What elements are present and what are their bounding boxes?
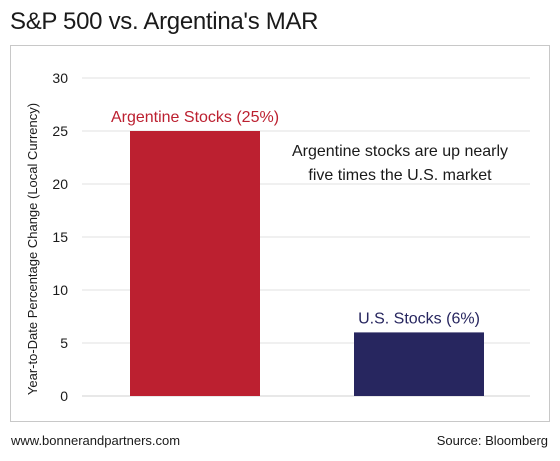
bar-argentine-stocks bbox=[130, 131, 260, 396]
y-tick-label: 10 bbox=[52, 282, 68, 298]
y-axis-label: Year-to-Date Percentage Change (Local Cu… bbox=[25, 103, 40, 395]
annotation-line: five times the U.S. market bbox=[308, 167, 492, 184]
source-credit: Source: Bloomberg bbox=[436, 433, 548, 448]
y-tick-label: 5 bbox=[60, 335, 68, 351]
y-tick-label: 15 bbox=[52, 229, 68, 245]
source-site: www.bonnerandpartners.com bbox=[11, 433, 181, 448]
y-tick-label: 25 bbox=[52, 123, 68, 139]
annotation-line: Argentine stocks are up nearly bbox=[292, 143, 508, 160]
chart-title: S&P 500 vs. Argentina's MAR bbox=[10, 8, 319, 35]
y-tick-label: 30 bbox=[52, 70, 68, 86]
bar-us-stocks bbox=[354, 332, 484, 396]
y-tick-label: 0 bbox=[60, 388, 68, 404]
y-tick-label: 20 bbox=[52, 176, 68, 192]
data-label-argentine-stocks: Argentine Stocks (25%) bbox=[111, 109, 279, 126]
data-label-us-stocks: U.S. Stocks (6%) bbox=[358, 310, 480, 327]
